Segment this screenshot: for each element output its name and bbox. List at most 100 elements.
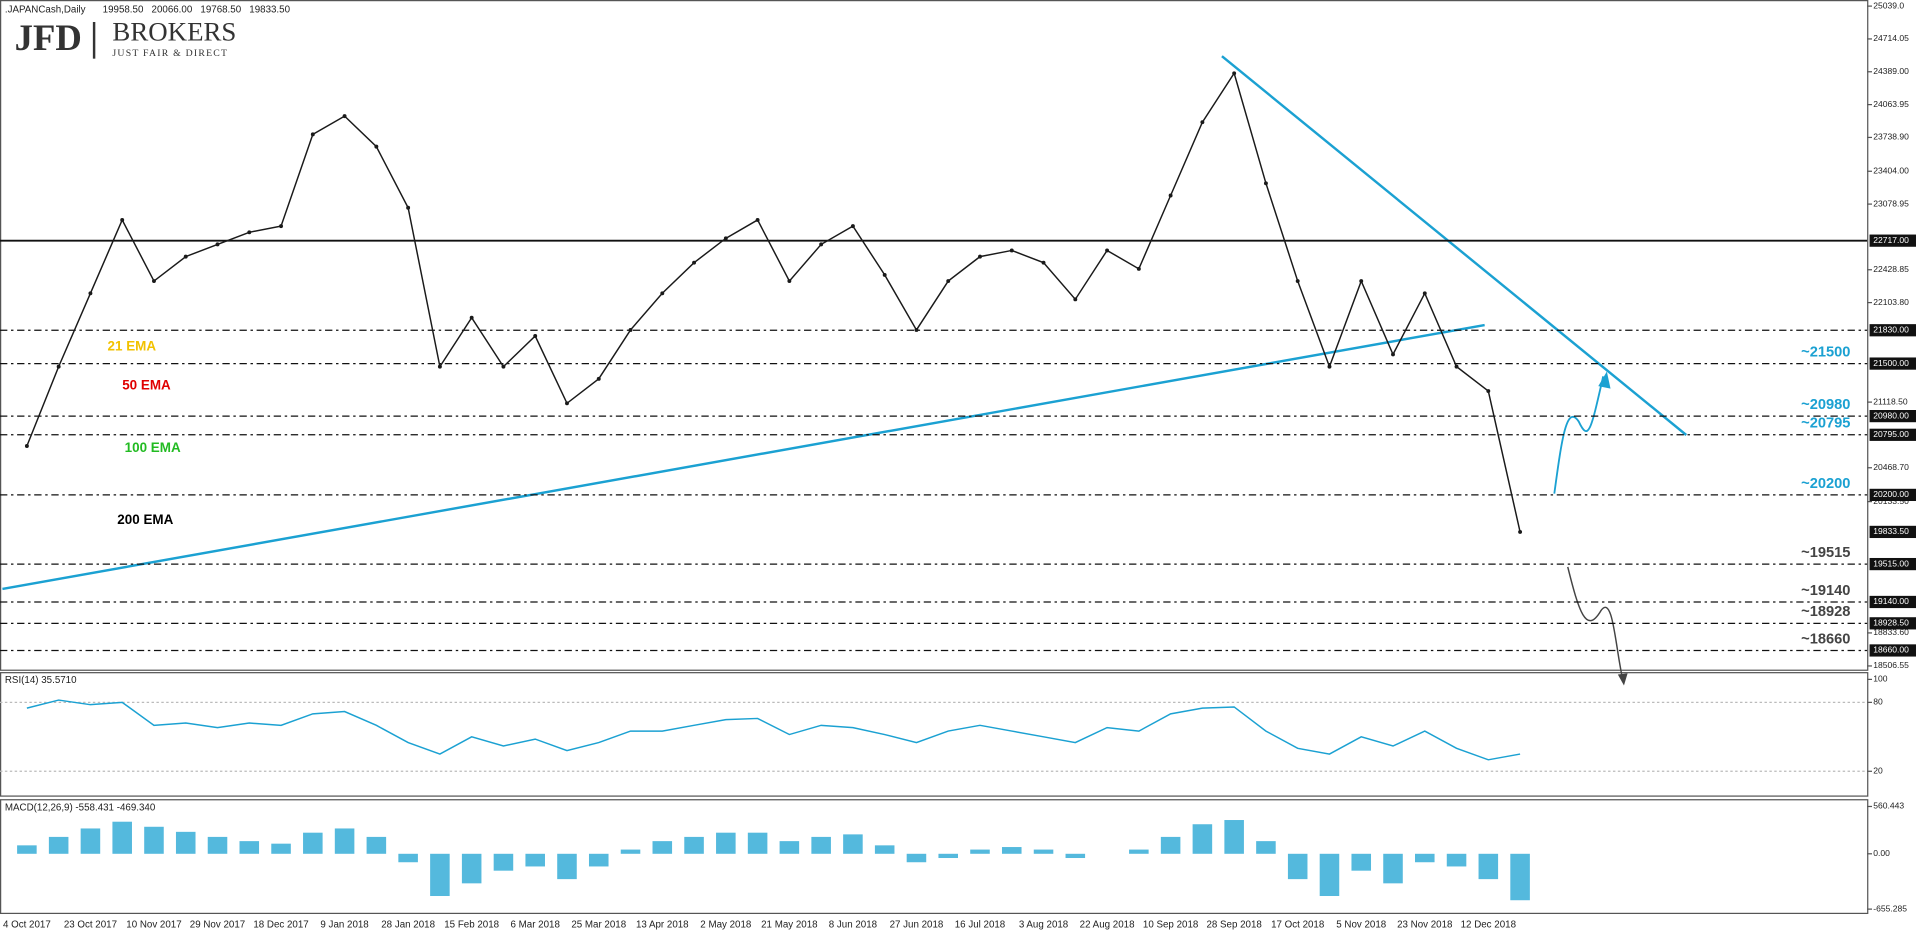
level-label: 19515.00 bbox=[1873, 558, 1909, 568]
y-tick-label: 23738.90 bbox=[1873, 132, 1909, 142]
y-tick-label: 18833.60 bbox=[1873, 627, 1909, 637]
close-point bbox=[914, 327, 919, 332]
close-point bbox=[628, 327, 633, 332]
x-tick-label: 6 Mar 2018 bbox=[511, 920, 560, 931]
x-tick-label: 22 Aug 2018 bbox=[1080, 920, 1135, 931]
level-label: 20795.00 bbox=[1873, 429, 1909, 439]
x-tick-label: 15 Feb 2018 bbox=[444, 920, 499, 931]
y-tick-label: 560.443 bbox=[1873, 801, 1904, 811]
close-point bbox=[1391, 352, 1395, 357]
close-point bbox=[1168, 193, 1173, 198]
ohlc-value: 19768.50 bbox=[200, 4, 241, 15]
price-pane bbox=[0, 0, 1869, 671]
y-tick-label: -655.285 bbox=[1873, 903, 1907, 913]
close-point bbox=[183, 254, 188, 259]
logo-tagline: JUST FAIR & DIRECT bbox=[112, 48, 228, 59]
close-point bbox=[24, 444, 29, 448]
level-annotation: ~20200 bbox=[1801, 476, 1850, 492]
close-point bbox=[660, 291, 665, 296]
histogram-bar bbox=[970, 849, 990, 854]
histogram-bar bbox=[620, 849, 641, 854]
x-tick-label: 23 Nov 2018 bbox=[1397, 920, 1452, 931]
level-label: 21830.00 bbox=[1873, 325, 1909, 335]
level-annotation: ~20980 bbox=[1801, 397, 1850, 413]
level-tag bbox=[1869, 488, 1916, 502]
level-label: 18660.00 bbox=[1873, 645, 1909, 655]
y-tick-label: 22428.85 bbox=[1873, 264, 1909, 274]
close-point bbox=[850, 224, 855, 229]
histogram-bar bbox=[1256, 841, 1276, 854]
close-point bbox=[1136, 266, 1141, 271]
y-tick-label: 24063.95 bbox=[1873, 99, 1909, 109]
histogram-bar bbox=[1287, 853, 1308, 880]
logo-brand: JFD bbox=[15, 17, 82, 58]
close-point bbox=[374, 144, 379, 149]
y-tick-label: 80 bbox=[1873, 697, 1883, 707]
close-point bbox=[469, 315, 474, 320]
series-line bbox=[26, 699, 1521, 761]
x-tick-label: 28 Sep 2018 bbox=[1206, 920, 1261, 931]
level-annotation: ~19515 bbox=[1801, 545, 1850, 561]
scenario-arrow-up bbox=[1553, 376, 1605, 494]
histogram-bar bbox=[557, 853, 577, 880]
level-tag bbox=[1869, 357, 1916, 370]
histogram-bar bbox=[493, 853, 514, 871]
close-point bbox=[56, 364, 61, 369]
x-tick-label: 17 Oct 2018 bbox=[1271, 920, 1324, 931]
close-point bbox=[437, 364, 442, 369]
close-point bbox=[247, 230, 252, 235]
histogram-bar bbox=[48, 836, 69, 854]
y-tick-label: 20 bbox=[1873, 766, 1883, 776]
level-tag bbox=[1869, 234, 1916, 247]
arrow-head bbox=[1598, 371, 1611, 389]
x-tick-label: 8 Jun 2018 bbox=[829, 920, 877, 931]
level-annotation: ~21500 bbox=[1801, 344, 1850, 360]
y-tick-label: 24714.05 bbox=[1873, 33, 1909, 43]
histogram-bar bbox=[874, 845, 895, 854]
histogram-bar bbox=[1478, 853, 1499, 880]
histogram-bar bbox=[1446, 853, 1467, 867]
x-tick-label: 29 Nov 2017 bbox=[190, 920, 245, 931]
close-point bbox=[1263, 181, 1268, 186]
histogram-bar bbox=[1383, 853, 1403, 884]
x-tick-label: 5 Nov 2018 bbox=[1336, 920, 1386, 931]
x-tick-label: 3 Aug 2018 bbox=[1019, 920, 1068, 931]
logo-word: BROKERS bbox=[112, 16, 236, 46]
level-annotation: ~18660 bbox=[1801, 631, 1850, 647]
close-point bbox=[1327, 364, 1332, 369]
x-tick-label: 10 Nov 2017 bbox=[126, 920, 181, 931]
level-label: 20980.00 bbox=[1873, 410, 1909, 420]
macd-pane bbox=[0, 799, 1869, 915]
close-point bbox=[882, 272, 887, 277]
close-point bbox=[1486, 389, 1491, 394]
pane-title: .JAPANCash,Daily bbox=[5, 4, 86, 15]
close-point bbox=[120, 217, 125, 222]
histogram-bar bbox=[112, 821, 132, 854]
histogram-bar bbox=[684, 836, 704, 854]
level-annotation: ~19140 bbox=[1801, 583, 1850, 599]
y-tick-label: 23078.95 bbox=[1873, 198, 1909, 208]
x-tick-label: 23 Oct 2017 bbox=[64, 920, 117, 931]
ohlc-value: 20066.00 bbox=[152, 4, 193, 15]
level-label: 19833.50 bbox=[1873, 526, 1909, 536]
y-tick-label: 100 bbox=[1873, 674, 1888, 684]
histogram-bar bbox=[1319, 853, 1340, 897]
level-tag bbox=[1869, 409, 1916, 423]
histogram-bar bbox=[1415, 853, 1435, 863]
close-point bbox=[1295, 279, 1300, 284]
close-point bbox=[755, 217, 760, 222]
ohlc-value: 19833.50 bbox=[249, 4, 290, 15]
histogram-bar bbox=[843, 834, 863, 854]
y-tick-label: 23404.00 bbox=[1873, 166, 1909, 176]
histogram-bar bbox=[366, 836, 387, 854]
level-tag bbox=[1869, 557, 1916, 571]
close-point bbox=[723, 236, 728, 241]
close-point bbox=[819, 242, 824, 247]
close-point bbox=[978, 254, 982, 259]
histogram-bar bbox=[588, 853, 609, 867]
histogram-bar bbox=[207, 836, 228, 854]
histogram-bar bbox=[430, 853, 450, 897]
